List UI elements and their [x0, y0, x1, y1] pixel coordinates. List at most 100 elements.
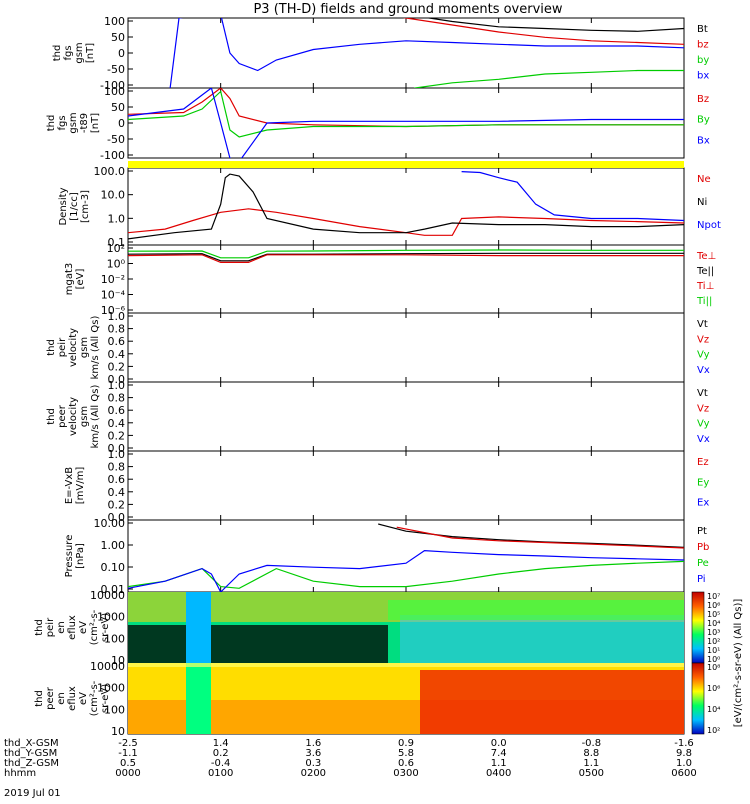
- ephemeris-value: 1.1: [583, 758, 599, 769]
- y-tick-label: 0.1: [108, 236, 126, 249]
- ephemeris-value: 9.8: [676, 748, 692, 759]
- ephemeris-value: 0000: [115, 768, 140, 779]
- ephemeris-value: 1.4: [213, 738, 229, 749]
- panel-efield: 1.00.80.60.40.20.0 E=-VxB [mV/m] Ez Ey Ex: [64, 448, 709, 524]
- series-line-ti: [128, 254, 684, 263]
- legend-entry: Ey: [697, 477, 709, 488]
- series-line-ne: [128, 208, 684, 236]
- y-tick-label: -50: [107, 133, 125, 146]
- y-tick-label: 0.0: [108, 511, 126, 524]
- legend-entry: Vz: [697, 334, 709, 345]
- colorbar-tick: 10⁷: [707, 592, 720, 601]
- legend-entry: Pt: [697, 526, 707, 537]
- series-line-ti: [128, 249, 684, 259]
- series-line-by: [128, 90, 684, 138]
- y-tick-label: 0.6: [108, 404, 126, 417]
- ephemeris-row-label: hhmm: [4, 768, 36, 779]
- y-axis-label: en: [56, 621, 67, 634]
- y-tick-label: 0.0: [108, 442, 126, 455]
- legend-entry: Ne: [697, 174, 711, 185]
- colorbar-tick: 10⁸: [707, 663, 720, 672]
- y-tick-label: 10⁰: [107, 258, 126, 271]
- y-tick-label: 50: [111, 31, 125, 44]
- ephemeris-row-label: thd_X-GSM: [4, 738, 59, 749]
- ephemeris-value: -0.8: [582, 738, 602, 749]
- ephemeris-value: 0200: [301, 768, 326, 779]
- ephemeris-value: 0600: [671, 768, 696, 779]
- panel-peer_vel: 1.00.80.60.40.20.0 thd peer velocity gsm km/s…: [46, 379, 710, 455]
- y-tick-label: 10000: [90, 589, 125, 602]
- y-tick-label: 1.0: [108, 212, 126, 225]
- y-axis-label: [eV]: [75, 269, 86, 290]
- y-tick-label: 0.10: [101, 561, 126, 574]
- y-axis-label: thd: [34, 619, 45, 636]
- ephemeris-value: 7.4: [491, 748, 507, 759]
- y-tick-label: 1.0: [108, 310, 126, 323]
- y-tick-label: 0.6: [108, 473, 126, 486]
- ephemeris-value: 5.8: [398, 748, 414, 759]
- y-axis-label: thd: [52, 45, 63, 62]
- series-line-npot: [461, 171, 684, 222]
- y-axis-label: velocity: [68, 328, 79, 367]
- y-axis-label: [nT]: [85, 43, 96, 63]
- y-axis-label: peer: [45, 686, 56, 710]
- y-axis-label: [cm-3]: [80, 190, 91, 223]
- ephemeris-value: 1.1: [491, 758, 507, 769]
- y-axis-label: km/s (All Qs): [90, 316, 101, 380]
- y-axis-label: Density: [58, 187, 69, 225]
- ephemeris-value: -1.1: [118, 748, 138, 759]
- legend-entry: Bx: [697, 135, 710, 146]
- y-axis-label: gsm: [74, 42, 85, 63]
- legend-entry: Bt: [697, 24, 708, 35]
- y-axis-label: gsm: [79, 337, 90, 358]
- y-tick-label: 0.8: [108, 323, 126, 336]
- colorbar-tick: 10⁴: [707, 619, 720, 628]
- y-axis-label: (cm²-s-: [89, 680, 100, 716]
- panel-temp: 10² 10⁰ 10⁻² 10⁻⁴ 10⁻⁶ mgat3 [eV] Te⊥ Te|| Ti⊥ Ti|…: [64, 242, 716, 317]
- colorbar-tick: 10⁴: [707, 705, 720, 714]
- colorbar-tick: 10⁵: [707, 610, 720, 619]
- panel-pressure: 10.00 1.00 0.10 0.01 Pressure [nPa] Pt Pb Pe Pi: [64, 517, 709, 596]
- legend-entry: by: [697, 55, 709, 66]
- y-tick-label: 0.2: [108, 498, 126, 511]
- legend-entry: Ez: [697, 457, 709, 468]
- y-tick-label: 1000: [97, 682, 125, 695]
- y-axis-label: eflux: [67, 686, 78, 711]
- legend-entry: Pi: [697, 574, 706, 585]
- ephemeris-value: 0.5: [120, 758, 136, 769]
- y-tick-label: 50: [111, 101, 125, 114]
- y-axis-label: thd: [46, 408, 57, 425]
- y-axis-label: peir: [57, 337, 68, 357]
- y-tick-label: 0.8: [108, 461, 126, 474]
- y-axis-label: eV: [78, 621, 89, 634]
- ephemeris-value: 0400: [486, 768, 511, 779]
- y-tick-label: 1.0: [108, 448, 126, 461]
- legend-entry: Vt: [697, 319, 708, 330]
- series-group: [128, 249, 684, 263]
- panel-frame: [127, 167, 685, 246]
- y-tick-label: 0.2: [108, 429, 126, 442]
- y-tick-label: -100: [100, 79, 125, 92]
- series-line-bz: [402, 18, 684, 45]
- y-tick-label: 10: [111, 725, 125, 738]
- colorbar-tick: 10¹: [707, 646, 720, 655]
- y-axis-label: thd: [34, 690, 45, 707]
- colorbar-tick: 10²: [707, 637, 720, 646]
- legend-entry: Ti⊥: [696, 281, 714, 292]
- panel-frame: [127, 17, 685, 89]
- y-axis-label: [nPa]: [75, 543, 86, 569]
- y-axis-label: eflux: [67, 615, 78, 640]
- series-line-ni: [128, 173, 684, 240]
- ephemeris-row-label: thd_Z-GSM: [4, 758, 59, 769]
- y-axis-label: mgat3: [64, 263, 75, 296]
- legend-entry: bz: [697, 40, 709, 51]
- y-tick-label: 0.8: [108, 392, 126, 405]
- peir-colorbar: [691, 591, 705, 664]
- legend-entry: Pb: [697, 542, 709, 553]
- y-tick-label: 100.0: [94, 165, 126, 178]
- y-tick-label: 10.0: [101, 189, 126, 202]
- series-line-by: [413, 69, 684, 88]
- series-line-pb: [396, 526, 684, 549]
